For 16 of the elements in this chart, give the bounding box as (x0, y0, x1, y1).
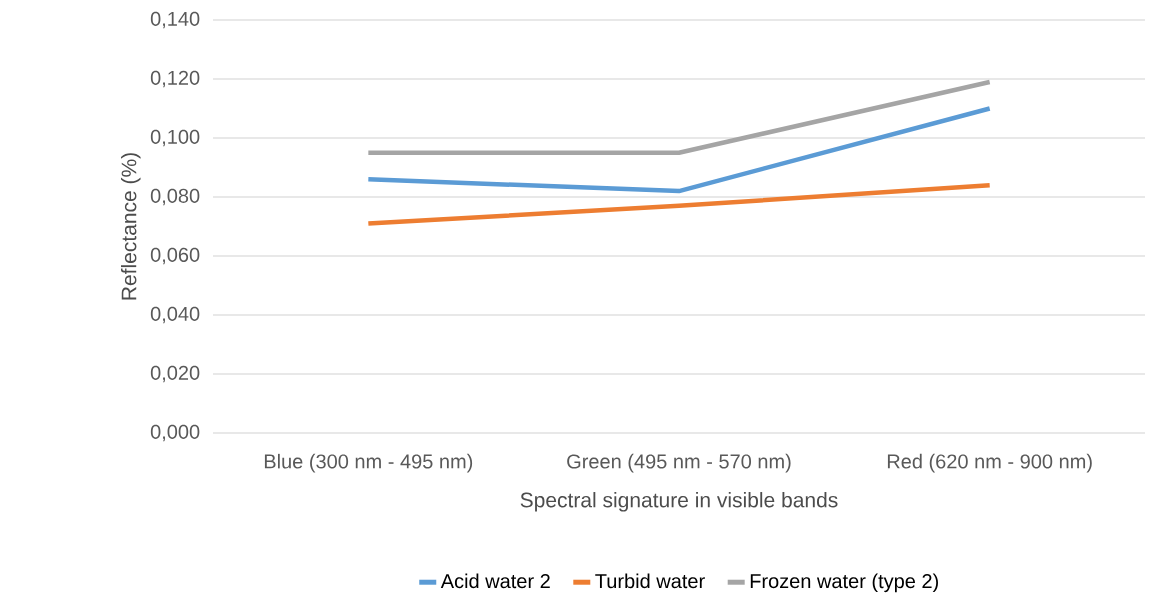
y-tick-label: 0,060 (150, 247, 200, 265)
x-axis-title: Spectral signature in visible bands (520, 492, 838, 512)
x-tick-label: Blue (300 nm - 495 nm) (264, 453, 473, 473)
y-tick-label: 0,120 (150, 70, 200, 88)
legend-label: Frozen water (type 2) (750, 573, 938, 593)
y-axis-title: Reflectance (%) (120, 153, 141, 300)
legend-label: Acid water 2 (440, 573, 550, 589)
legend-label: Turbid water (595, 573, 705, 589)
y-tick-label: 0,100 (150, 129, 200, 147)
x-tick-label: Red (620 nm - 900 nm) (887, 453, 1092, 473)
y-tick-label: 0,020 (150, 365, 200, 383)
y-tick-label: 0,140 (150, 11, 200, 29)
y-tick-label: 0,000 (150, 424, 200, 442)
y-tick-label: 0,080 (150, 188, 200, 206)
x-tick-label: Green (495 nm - 570 nm) (567, 453, 791, 473)
y-tick-label: 0,040 (150, 306, 200, 324)
